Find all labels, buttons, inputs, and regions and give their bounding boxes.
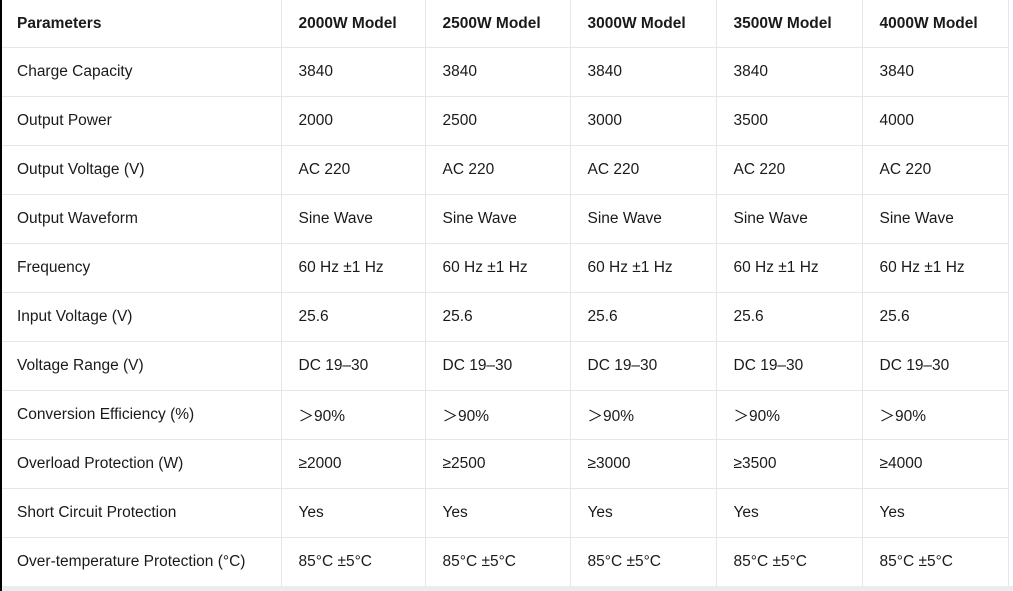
parameter-cell: Input Voltage (V) — [0, 292, 282, 342]
value-cell: 25.6 — [281, 292, 426, 342]
parameter-cell: Frequency — [0, 243, 282, 293]
value-cell: 25.6 — [425, 292, 571, 342]
table-row: Output Power 2000 2500 3000 3500 4000 — [0, 96, 1009, 146]
column-header-model: 2500W Model — [425, 0, 571, 48]
value-cell: DC 19–30 — [570, 341, 717, 391]
value-cell: 85°C ±5°C — [862, 537, 1009, 587]
value-cell: AC 220 — [281, 145, 426, 195]
value-cell: 4000 — [862, 96, 1009, 146]
value-cell: 3840 — [862, 47, 1009, 97]
value-cell: ≥2500 — [425, 439, 571, 489]
table-row: Conversion Efficiency (%) ＞90% ＞90% ＞90% ＞90… — [0, 390, 1009, 440]
column-header-model: 4000W Model — [862, 0, 1009, 48]
table-row: Short Circuit Protection Yes Yes Yes Yes Yes — [0, 488, 1009, 538]
value-cell: DC 19–30 — [862, 341, 1009, 391]
value-cell: ＞90% — [570, 390, 717, 440]
value-cell: 25.6 — [570, 292, 717, 342]
value-cell: 85°C ±5°C — [425, 537, 571, 587]
value-cell: ≥2000 — [281, 439, 426, 489]
value-cell: 3840 — [716, 47, 863, 97]
column-header-model: 3000W Model — [570, 0, 717, 48]
table-row: Output Waveform Sine Wave Sine Wave Sine Wa… — [0, 194, 1009, 244]
value-cell: 60 Hz ±1 Hz — [281, 243, 426, 293]
table-header: Parameters 2000W Model 2500W Model 3000W Mo… — [0, 0, 1009, 48]
value-cell: 60 Hz ±1 Hz — [862, 243, 1009, 293]
table-row: Charge Capacity 3840 3840 3840 3840 3840 — [0, 47, 1009, 97]
value-cell: 25.6 — [862, 292, 1009, 342]
parameter-cell: Output Waveform — [0, 194, 282, 244]
parameter-cell: Voltage Range (V) — [0, 341, 282, 391]
value-cell: Yes — [716, 488, 863, 538]
parameter-cell: Output Power — [0, 96, 282, 146]
value-cell: AC 220 — [716, 145, 863, 195]
value-cell: 3840 — [281, 47, 426, 97]
table-row: Overload Protection (W) ≥2000 ≥2500 ≥3000 ≥3… — [0, 439, 1009, 489]
value-cell: 3000 — [570, 96, 717, 146]
table-body: Charge Capacity 3840 3840 3840 3840 3840 Outpu… — [0, 47, 1009, 587]
value-cell: 3840 — [425, 47, 571, 97]
parameter-cell: Short Circuit Protection — [0, 488, 282, 538]
table-row: Output Voltage (V) AC 220 AC 220 AC 220 AC 2… — [0, 145, 1009, 195]
value-cell: DC 19–30 — [716, 341, 863, 391]
value-cell: AC 220 — [425, 145, 571, 195]
value-cell: ≥3500 — [716, 439, 863, 489]
table-row: Frequency 60 Hz ±1 Hz 60 Hz ±1 Hz 60 Hz ±1 … — [0, 243, 1009, 293]
value-cell: ≥3000 — [570, 439, 717, 489]
value-cell: 3840 — [570, 47, 717, 97]
parameter-cell: Over-temperature Protection (°C) — [0, 537, 282, 587]
parameter-cell: Output Voltage (V) — [0, 145, 282, 195]
value-cell: 60 Hz ±1 Hz — [570, 243, 717, 293]
column-header-parameters: Parameters — [0, 0, 282, 48]
value-cell: Sine Wave — [425, 194, 571, 244]
value-cell: Yes — [281, 488, 426, 538]
value-cell: DC 19–30 — [425, 341, 571, 391]
value-cell: Sine Wave — [716, 194, 863, 244]
value-cell: Sine Wave — [281, 194, 426, 244]
value-cell: 2000 — [281, 96, 426, 146]
table-row: Input Voltage (V) 25.6 25.6 25.6 25.6 25.6 — [0, 292, 1009, 342]
value-cell: 85°C ±5°C — [716, 537, 863, 587]
column-header-model: 2000W Model — [281, 0, 426, 48]
value-cell: ＞90% — [425, 390, 571, 440]
column-header-model: 3500W Model — [716, 0, 863, 48]
value-cell: 3500 — [716, 96, 863, 146]
table-row: Over-temperature Protection (°C) 85°C ±5°… — [0, 537, 1009, 587]
value-cell: Yes — [570, 488, 717, 538]
value-cell: 60 Hz ±1 Hz — [425, 243, 571, 293]
value-cell: ＞90% — [281, 390, 426, 440]
header-row: Parameters 2000W Model 2500W Model 3000W Mo… — [0, 0, 1009, 48]
value-cell: ＞90% — [862, 390, 1009, 440]
value-cell: DC 19–30 — [281, 341, 426, 391]
table-row: Voltage Range (V) DC 19–30 DC 19–30 DC 19–3… — [0, 341, 1009, 391]
value-cell: ≥4000 — [862, 439, 1009, 489]
value-cell: Sine Wave — [862, 194, 1009, 244]
value-cell: Sine Wave — [570, 194, 717, 244]
value-cell: 85°C ±5°C — [570, 537, 717, 587]
scrollbar-track — [0, 586, 1013, 591]
value-cell: Yes — [862, 488, 1009, 538]
value-cell: AC 220 — [862, 145, 1009, 195]
value-cell: Yes — [425, 488, 571, 538]
parameter-cell: Conversion Efficiency (%) — [0, 390, 282, 440]
value-cell: 2500 — [425, 96, 571, 146]
value-cell: 60 Hz ±1 Hz — [716, 243, 863, 293]
value-cell: ＞90% — [716, 390, 863, 440]
parameter-cell: Overload Protection (W) — [0, 439, 282, 489]
value-cell: AC 220 — [570, 145, 717, 195]
window-left-edge — [0, 0, 2, 591]
value-cell: 85°C ±5°C — [281, 537, 426, 587]
parameter-cell: Charge Capacity — [0, 47, 282, 97]
value-cell: 25.6 — [716, 292, 863, 342]
